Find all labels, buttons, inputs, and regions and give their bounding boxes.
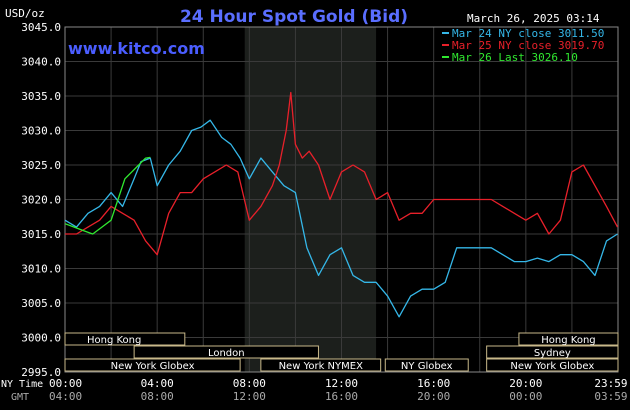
x-tick-label-gmt: 16:00 xyxy=(325,390,358,403)
y-axis-unit-label: USD/oz xyxy=(5,7,45,20)
legend-entry: Mar 25 NY close 3019.70 xyxy=(452,39,604,52)
tick-labels-layer: 2995.0 3000.0 3005.0 3010.0 3015.0 3020.0 3025… xyxy=(21,21,627,403)
gmt-row-label: GMT xyxy=(11,392,29,403)
x-tick-label-gmt: 20:00 xyxy=(417,390,450,403)
session-label: London xyxy=(208,348,245,359)
session-label: New York Globex xyxy=(510,361,594,372)
chart-title: 24 Hour Spot Gold (Bid) xyxy=(180,7,408,27)
session-bar xyxy=(64,358,241,372)
session-bar xyxy=(133,345,319,359)
session-label: Hong Kong xyxy=(87,335,141,346)
x-tick-label-gmt: 04:00 xyxy=(49,390,82,403)
y-tick-label: 3000.0 xyxy=(21,332,61,345)
x-tick-label-gmt: 00:00 xyxy=(509,390,542,403)
session-bar xyxy=(260,358,382,372)
y-tick-label: 3030.0 xyxy=(21,125,61,138)
legend-entry: Mar 26 Last 3026.10 xyxy=(452,51,578,64)
y-tick-label: 3035.0 xyxy=(21,90,61,103)
date-stamp: March 26, 2025 03:14 xyxy=(467,12,600,25)
session-bar xyxy=(518,332,619,346)
session-label: Sydney xyxy=(534,348,571,359)
plot-frame xyxy=(64,26,619,373)
ny-time-row-label: NY Time xyxy=(1,379,43,390)
series-line xyxy=(64,156,151,235)
sessions-layer: Hong Kong Hong Kong London Sydney New York G… xyxy=(64,332,619,372)
x-tick-label-ny: 08:00 xyxy=(233,377,266,390)
y-tick-label: 3015.0 xyxy=(21,228,61,241)
y-tick-label: 3020.0 xyxy=(21,194,61,207)
source-url: www.kitco.com xyxy=(68,39,205,58)
x-tick-label-ny: 04:00 xyxy=(141,377,174,390)
y-tick-label: 3040.0 xyxy=(21,56,61,69)
series-line xyxy=(65,91,619,256)
session-bar xyxy=(64,332,186,346)
legend-entry: Mar 24 NY close 3011.50 xyxy=(452,27,604,40)
x-tick-label-gmt: 08:00 xyxy=(141,390,174,403)
x-tick-label-gmt: 03:59 xyxy=(594,390,627,403)
x-tick-label-ny: 16:00 xyxy=(417,377,450,390)
session-label: New York NYMEX xyxy=(279,361,364,372)
series-line xyxy=(64,119,618,318)
y-tick-label: 3045.0 xyxy=(21,21,61,34)
session-bar xyxy=(486,358,619,372)
session-label: Hong Kong xyxy=(541,335,595,346)
series-layer xyxy=(64,91,619,318)
x-tick-label-ny: 20:00 xyxy=(509,377,542,390)
session-label: NY Globex xyxy=(401,361,453,372)
x-tick-label-ny: 12:00 xyxy=(325,377,358,390)
text-layer: USD/oz 24 Hour Spot Gold (Bid) March 26,… xyxy=(1,7,600,403)
session-label: New York Globex xyxy=(111,361,195,372)
y-tick-label: 3010.0 xyxy=(21,263,61,276)
session-bar xyxy=(486,345,619,359)
x-tick-label-gmt: 12:00 xyxy=(233,390,266,403)
session-bar xyxy=(384,358,469,372)
y-tick-label: 3025.0 xyxy=(21,159,61,172)
x-tick-label-ny: 00:00 xyxy=(49,377,82,390)
grid-layer xyxy=(64,26,619,373)
y-tick-label: 2995.0 xyxy=(21,366,61,379)
y-tick-label: 3005.0 xyxy=(21,297,61,310)
x-tick-label-ny: 23:59 xyxy=(594,377,627,390)
